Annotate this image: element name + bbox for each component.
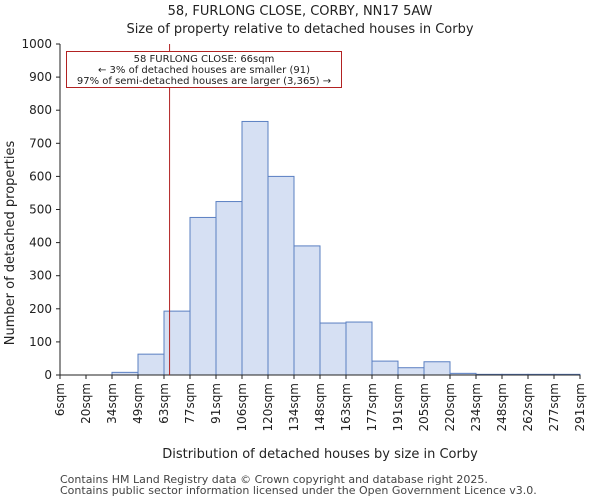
x-axis-label: Distribution of detached houses by size … <box>162 447 478 462</box>
x-tick-label: 91sqm <box>209 383 223 424</box>
x-tick-label: 220sqm <box>443 383 457 431</box>
histogram-bar <box>163 310 191 376</box>
histogram-bar <box>215 201 243 376</box>
histogram-bar <box>319 322 347 376</box>
histogram-bar <box>423 361 451 376</box>
histogram-bar <box>345 321 373 376</box>
y-tick-label: 300 <box>29 269 52 283</box>
histogram-bar <box>241 120 269 376</box>
footer-line-2: Contains public sector information licen… <box>60 484 537 497</box>
x-tick-label: 163sqm <box>339 383 353 431</box>
y-tick-label: 600 <box>29 169 52 183</box>
y-tick-label: 700 <box>29 136 52 150</box>
x-tick-label: 205sqm <box>417 383 431 431</box>
x-tick-label: 277sqm <box>547 383 561 431</box>
histogram-bar <box>371 360 399 376</box>
histogram-bar <box>267 175 295 376</box>
x-tick-label: 106sqm <box>235 383 249 431</box>
x-tick-label: 262sqm <box>521 383 535 431</box>
x-tick-label: 177sqm <box>365 383 379 431</box>
y-tick-label: 200 <box>29 302 52 316</box>
footer-line-1: Contains HM Land Registry data © Crown c… <box>60 473 488 486</box>
chart-subtitle: Size of property relative to detached ho… <box>126 22 474 37</box>
x-tick-label: 134sqm <box>287 383 301 431</box>
x-tick-label: 191sqm <box>391 383 405 431</box>
annotation-smaller: ← 3% of detached houses are smaller (91) <box>98 65 310 76</box>
y-tick-label: 400 <box>29 236 52 250</box>
histogram-bar <box>137 353 165 376</box>
histogram-bar <box>189 216 217 376</box>
histogram-bar <box>293 245 321 376</box>
annotation-box: 58 FURLONG CLOSE: 66sqm ← 3% of detached… <box>66 51 342 88</box>
y-axis-label: Number of detached properties <box>3 141 18 346</box>
x-tick-label: 34sqm <box>105 383 119 424</box>
y-tick-label: 500 <box>29 203 52 217</box>
x-tick-label: 234sqm <box>469 383 483 431</box>
histogram-bar <box>397 367 425 376</box>
annotation-title: 58 FURLONG CLOSE: 66sqm <box>133 54 275 65</box>
y-tick-label: 1000 <box>21 37 52 51</box>
x-tick-label: 248sqm <box>495 383 509 431</box>
x-tick-label: 6sqm <box>53 383 67 416</box>
annotation-larger: 97% of semi-detached houses are larger (… <box>76 76 332 87</box>
x-tick-label: 77sqm <box>183 383 197 424</box>
y-tick-label: 0 <box>44 368 52 382</box>
y-tick-label: 100 <box>29 335 52 349</box>
x-tick-label: 291sqm <box>573 383 587 431</box>
x-tick-label: 148sqm <box>313 383 327 431</box>
chart-title: 58, FURLONG CLOSE, CORBY, NN17 5AW <box>167 4 433 19</box>
x-tick-label: 63sqm <box>157 383 171 424</box>
x-tick-label: 49sqm <box>131 383 145 424</box>
x-tick-label: 120sqm <box>261 383 275 431</box>
y-tick-label: 800 <box>29 103 52 117</box>
y-tick-label: 900 <box>29 70 52 84</box>
x-tick-label: 20sqm <box>79 383 93 424</box>
